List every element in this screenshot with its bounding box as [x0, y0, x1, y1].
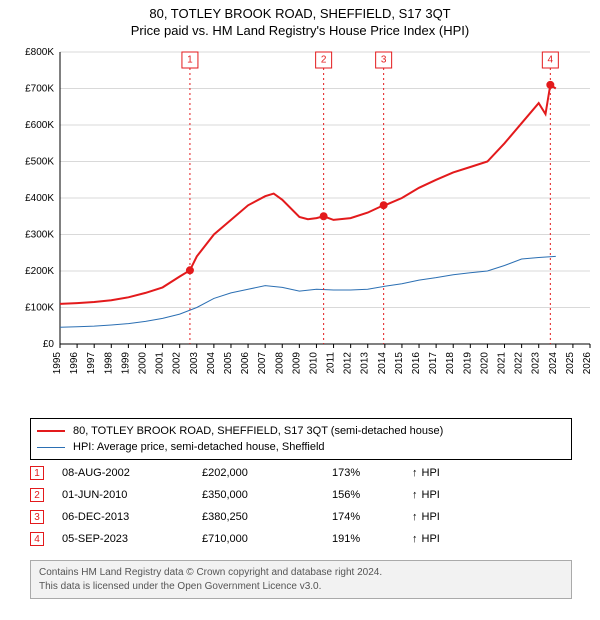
legend-label: HPI: Average price, semi-detached house,… — [73, 441, 325, 453]
svg-text:1996: 1996 — [69, 352, 80, 375]
svg-text:2008: 2008 — [274, 352, 285, 375]
event-marker: 1 — [30, 466, 44, 480]
up-arrow-icon: ↑ — [412, 511, 418, 523]
legend-item: 80, TOTLEY BROOK ROAD, SHEFFIELD, S17 3Q… — [37, 423, 565, 439]
svg-text:£300K: £300K — [25, 230, 54, 241]
up-arrow-icon: ↑ — [412, 489, 418, 501]
event-suffix: HPI — [422, 467, 440, 479]
legend-swatch — [37, 447, 65, 448]
event-row: 1 08-AUG-2002£202,000173%↑ HPI — [30, 462, 572, 484]
svg-text:2010: 2010 — [308, 352, 319, 375]
event-row: 3 06-DEC-2013£380,250174%↑ HPI — [30, 506, 572, 528]
event-suffix: HPI — [422, 489, 440, 501]
svg-text:2: 2 — [321, 55, 327, 66]
svg-text:2016: 2016 — [411, 352, 422, 375]
event-date: 08-AUG-2002 — [62, 467, 202, 479]
svg-text:2018: 2018 — [445, 352, 456, 375]
legend-swatch — [37, 430, 65, 432]
svg-text:2015: 2015 — [394, 352, 405, 375]
up-arrow-icon: ↑ — [412, 467, 418, 479]
event-marker: 3 — [30, 510, 44, 524]
svg-text:2025: 2025 — [565, 352, 576, 375]
svg-text:2017: 2017 — [428, 352, 439, 375]
svg-text:2013: 2013 — [360, 352, 371, 375]
svg-text:2003: 2003 — [189, 352, 200, 375]
event-pct: 191% — [332, 533, 412, 545]
attribution-footer: Contains HM Land Registry data © Crown c… — [30, 560, 572, 599]
event-date: 06-DEC-2013 — [62, 511, 202, 523]
svg-text:£600K: £600K — [25, 120, 54, 131]
svg-text:2026: 2026 — [582, 352, 593, 375]
up-arrow-icon: ↑ — [412, 533, 418, 545]
svg-text:1: 1 — [187, 55, 193, 66]
svg-text:1997: 1997 — [86, 352, 97, 375]
svg-text:£500K: £500K — [25, 157, 54, 168]
svg-text:2009: 2009 — [291, 352, 302, 375]
legend: 80, TOTLEY BROOK ROAD, SHEFFIELD, S17 3Q… — [30, 418, 572, 460]
svg-text:2011: 2011 — [326, 352, 337, 374]
svg-text:1999: 1999 — [120, 352, 131, 375]
event-date: 05-SEP-2023 — [62, 533, 202, 545]
svg-text:1998: 1998 — [103, 352, 114, 375]
svg-text:£400K: £400K — [25, 193, 54, 204]
svg-text:2019: 2019 — [462, 352, 473, 375]
svg-text:2022: 2022 — [514, 352, 525, 375]
event-pct: 156% — [332, 489, 412, 501]
svg-text:2004: 2004 — [206, 352, 217, 375]
legend-label: 80, TOTLEY BROOK ROAD, SHEFFIELD, S17 3Q… — [73, 425, 443, 437]
page-subtitle: Price paid vs. HM Land Registry's House … — [0, 23, 600, 38]
event-row: 4 05-SEP-2023£710,000191%↑ HPI — [30, 528, 572, 550]
page-title: 80, TOTLEY BROOK ROAD, SHEFFIELD, S17 3Q… — [0, 6, 600, 21]
svg-text:£700K: £700K — [25, 84, 54, 95]
svg-text:£0: £0 — [43, 339, 55, 350]
footer-line: This data is licensed under the Open Gov… — [39, 580, 563, 594]
svg-text:2014: 2014 — [377, 352, 388, 375]
event-pct: 174% — [332, 511, 412, 523]
event-suffix: HPI — [422, 511, 440, 523]
svg-text:3: 3 — [381, 55, 387, 66]
footer-line: Contains HM Land Registry data © Crown c… — [39, 566, 563, 580]
svg-text:£800K: £800K — [25, 47, 54, 58]
events-table: 108-AUG-2002£202,000173%↑HPI201-JUN-2010… — [30, 462, 572, 550]
event-price: £202,000 — [202, 467, 332, 479]
event-marker: 4 — [30, 532, 44, 546]
svg-text:£100K: £100K — [25, 303, 54, 314]
svg-text:£200K: £200K — [25, 266, 54, 277]
svg-text:2007: 2007 — [257, 352, 268, 375]
legend-item: HPI: Average price, semi-detached house,… — [37, 439, 565, 455]
event-suffix: HPI — [422, 533, 440, 545]
event-price: £380,250 — [202, 511, 332, 523]
svg-text:2002: 2002 — [172, 352, 183, 375]
svg-text:2024: 2024 — [548, 352, 559, 375]
svg-text:2006: 2006 — [240, 352, 251, 375]
svg-text:2023: 2023 — [531, 352, 542, 375]
event-date: 01-JUN-2010 — [62, 489, 202, 501]
svg-text:2020: 2020 — [479, 352, 490, 375]
svg-text:2021: 2021 — [497, 352, 508, 375]
event-pct: 173% — [332, 467, 412, 479]
svg-text:2000: 2000 — [137, 352, 148, 375]
event-price: £710,000 — [202, 533, 332, 545]
svg-text:2005: 2005 — [223, 352, 234, 375]
svg-text:2001: 2001 — [155, 352, 166, 375]
svg-text:2012: 2012 — [343, 352, 354, 375]
event-row: 2 01-JUN-2010£350,000156%↑ HPI — [30, 484, 572, 506]
svg-text:4: 4 — [548, 55, 554, 66]
event-marker: 2 — [30, 488, 44, 502]
price-chart: £0 £100K £200K £300K £400K £500K £600K £700K £80… — [0, 44, 600, 404]
event-price: £350,000 — [202, 489, 332, 501]
svg-text:1995: 1995 — [52, 352, 63, 375]
